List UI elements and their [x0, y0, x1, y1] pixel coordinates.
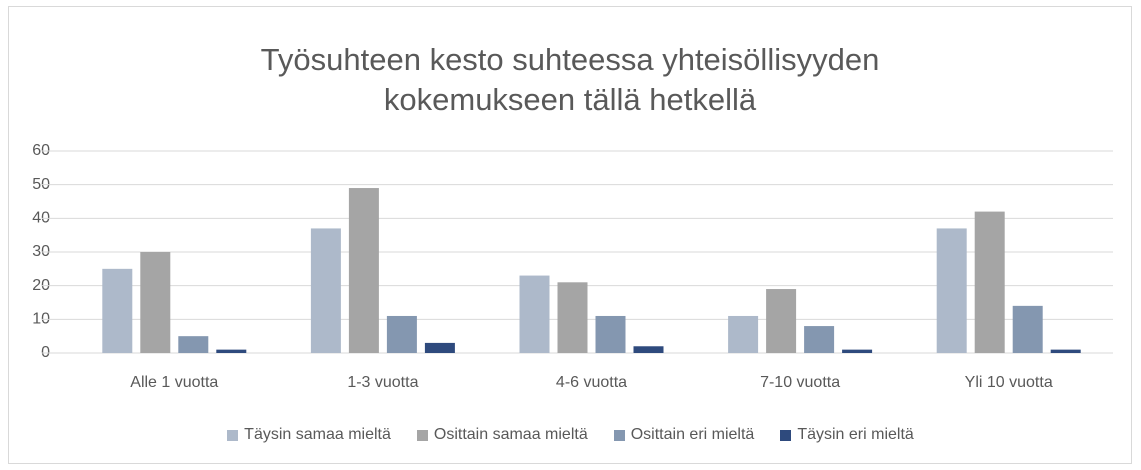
legend-item: Täysin eri mieltä	[780, 426, 914, 444]
bar	[936, 228, 967, 353]
y-tick-label: 40	[32, 210, 50, 227]
bar	[557, 282, 588, 353]
x-tick-label: 4-6 vuotta	[556, 374, 627, 391]
x-tick-label: Alle 1 vuotta	[130, 374, 218, 391]
bar	[974, 211, 1005, 353]
bar	[178, 336, 209, 353]
bar	[348, 188, 379, 353]
legend-label: Osittain samaa mieltä	[433, 426, 588, 443]
legend-item: Osittain eri mieltä	[613, 426, 755, 444]
legend-label: Täysin eri mieltä	[797, 426, 914, 443]
bar	[804, 326, 835, 353]
legend-swatch	[416, 429, 428, 441]
bar	[595, 315, 626, 353]
legend-swatch	[780, 429, 792, 441]
bar	[1050, 349, 1081, 353]
legend-swatch	[613, 429, 625, 441]
y-tick-label: 60	[32, 142, 50, 159]
bar	[519, 275, 550, 353]
bar	[766, 289, 797, 353]
legend-label: Täysin samaa mieltä	[244, 426, 391, 443]
chart-frame	[8, 6, 1132, 464]
bar	[1012, 305, 1043, 353]
legend-item: Täysin samaa mieltä	[227, 426, 391, 444]
x-tick-label: Yli 10 vuotta	[965, 374, 1053, 391]
x-tick-label: 7-10 vuotta	[760, 374, 840, 391]
legend: Täysin samaa mieltä Osittain samaa mieltä…	[0, 426, 1141, 444]
bar	[633, 346, 664, 353]
bar	[102, 268, 133, 353]
bar	[424, 342, 455, 353]
y-tick-label: 30	[32, 243, 50, 260]
bar	[728, 315, 759, 353]
legend-label: Osittain eri mieltä	[630, 426, 755, 443]
x-tick-label: 1-3 vuotta	[347, 374, 418, 391]
y-tick-label: 50	[32, 176, 50, 193]
bar	[216, 349, 247, 353]
chart-title: Työsuhteen kesto suhteessa yhteisöllisyy…	[260, 42, 880, 117]
legend-swatch	[227, 429, 239, 441]
bar	[140, 252, 171, 353]
bar	[842, 349, 873, 353]
bar	[310, 228, 341, 353]
y-tick-label: 10	[32, 311, 50, 328]
bar	[386, 315, 417, 353]
legend-item: Osittain samaa mieltä	[416, 426, 588, 444]
y-tick-label: 20	[32, 277, 50, 294]
